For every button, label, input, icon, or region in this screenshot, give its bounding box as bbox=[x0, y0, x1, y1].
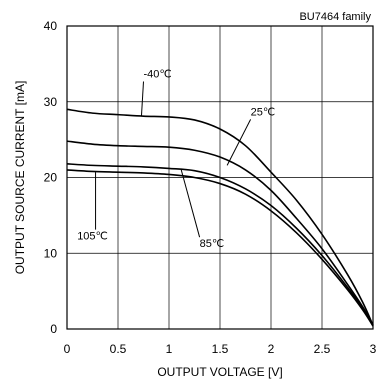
plot-frame bbox=[66, 25, 374, 330]
curve-label: -40℃ bbox=[144, 69, 172, 81]
x-tick-label: 2.5 bbox=[314, 342, 331, 356]
curve-labels: -40℃ 25℃ 85℃ 105℃ bbox=[77, 69, 275, 251]
y-tick-label: 20 bbox=[44, 171, 58, 185]
x-axis-title: OUTPUT VOLTAGE [V] bbox=[157, 365, 282, 379]
series-line bbox=[66, 163, 374, 327]
y-tick-label: 0 bbox=[50, 322, 57, 336]
curve-label: 25℃ bbox=[251, 106, 276, 118]
x-tick-label: 1 bbox=[166, 342, 173, 356]
curve-label: 105℃ bbox=[77, 231, 108, 243]
x-tick-label: 0.5 bbox=[110, 342, 127, 356]
y-tick-labels: 0 10 20 30 40 bbox=[44, 19, 58, 336]
label-leader-line bbox=[226, 119, 252, 166]
chart-annotation: BU7464 family bbox=[299, 11, 371, 23]
x-tick-labels: 0 0.5 1 1.5 2 2.5 3 bbox=[64, 342, 377, 356]
series-line bbox=[66, 140, 374, 326]
series-line bbox=[66, 108, 374, 326]
y-tick-label: 10 bbox=[44, 246, 58, 260]
y-tick-label: 30 bbox=[44, 95, 58, 109]
label-leader-line bbox=[140, 81, 144, 117]
x-tick-label: 3 bbox=[370, 342, 377, 356]
y-axis-title: OUTPUT SOURCE CURRENT [mA] bbox=[13, 81, 27, 275]
label-leader-line bbox=[180, 169, 201, 238]
y-tick-label: 40 bbox=[44, 19, 58, 33]
x-tick-label: 1.5 bbox=[212, 342, 229, 356]
x-tick-label: 2 bbox=[268, 342, 275, 356]
curves bbox=[66, 108, 374, 327]
x-tick-label: 0 bbox=[64, 342, 71, 356]
series-line bbox=[66, 169, 374, 327]
curve-label: 85℃ bbox=[200, 238, 225, 250]
